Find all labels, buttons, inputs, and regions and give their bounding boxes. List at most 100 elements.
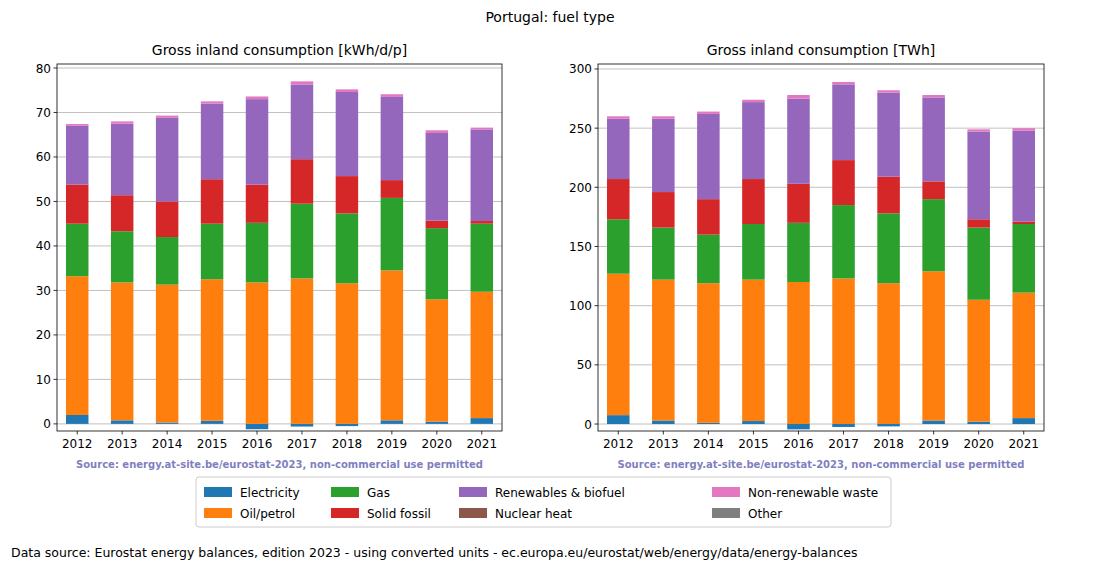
bar-segment — [787, 95, 810, 96]
bar-segment — [201, 101, 223, 102]
bar-segment — [156, 116, 178, 118]
bar-segment — [426, 299, 448, 421]
bar-segment — [742, 102, 765, 179]
bar-segment — [967, 129, 990, 130]
y-tick — [54, 156, 58, 157]
bar-segment — [336, 89, 358, 92]
x-tick — [257, 431, 258, 435]
bar-segment — [652, 228, 675, 280]
bar-segment — [471, 292, 493, 418]
legend-label: Solid fossil — [367, 507, 431, 521]
bars — [607, 82, 1035, 429]
bar-segment — [1012, 128, 1035, 130]
bar-segment — [336, 176, 358, 213]
x-tick-label: 2015 — [738, 437, 769, 451]
plot-frame — [57, 64, 502, 431]
bar-segment — [381, 270, 403, 420]
bar-segment — [201, 104, 223, 180]
y-tick-label: 250 — [569, 122, 592, 136]
bar-segment — [832, 82, 855, 84]
bar-segment — [336, 92, 358, 176]
y-tick — [54, 290, 58, 291]
y-tick-label: 100 — [569, 299, 592, 313]
bar-segment — [922, 181, 945, 199]
chart-title: Gross inland consumption [TWh] — [707, 42, 936, 58]
bar-segment — [336, 89, 358, 90]
x-tick — [301, 431, 302, 435]
bar-segment — [697, 114, 720, 199]
bar-segment — [246, 223, 268, 283]
bar-segment — [111, 420, 133, 424]
y-tick — [595, 246, 599, 247]
chart: 0102030405060708020122013201420152016201… — [36, 42, 502, 470]
bar-segment — [922, 95, 945, 96]
bar-segment — [877, 93, 900, 177]
bar-segment — [607, 415, 630, 424]
bar-segment — [471, 128, 493, 130]
x-tick-label: 2018 — [332, 437, 363, 451]
x-tick — [708, 431, 709, 435]
bar-segment — [156, 115, 178, 116]
grid-line — [57, 68, 502, 69]
bar-segment — [246, 424, 268, 429]
bar-segment — [607, 116, 630, 117]
bar-segment — [877, 213, 900, 283]
bar-segment — [291, 81, 313, 82]
bar-segment — [832, 160, 855, 205]
bar-segment — [426, 228, 448, 299]
bar-segment — [832, 81, 855, 82]
x-tick-label: 2016 — [783, 437, 814, 451]
bar-segment — [471, 418, 493, 424]
legend-swatch — [331, 487, 359, 497]
bar-segment — [922, 199, 945, 271]
x-tick — [888, 431, 889, 435]
bar-segment — [697, 111, 720, 112]
grid-line — [598, 68, 1044, 69]
bar-segment — [156, 423, 178, 424]
y-tick-label: 10 — [36, 373, 51, 387]
bar-segment — [66, 124, 88, 125]
x-tick — [346, 431, 347, 435]
bar-segment — [111, 121, 133, 123]
x-tick-label: 2014 — [693, 437, 724, 451]
y-tick — [595, 187, 599, 188]
x-tick-label: 2021 — [1008, 437, 1039, 451]
bar-segment — [426, 133, 448, 221]
bar-segment — [742, 179, 765, 224]
x-tick — [77, 431, 78, 435]
bar-segment — [787, 282, 810, 424]
bar-segment — [426, 130, 448, 133]
background — [0, 0, 1100, 572]
bar-segment — [652, 119, 675, 192]
bar-segment — [111, 121, 133, 122]
bars — [66, 81, 493, 429]
y-tick-label: 40 — [36, 239, 51, 253]
bar-segment — [652, 420, 675, 424]
x-tick-label: 2014 — [152, 437, 183, 451]
bar-segment — [471, 127, 493, 128]
plot-frame — [598, 64, 1044, 431]
bar-segment — [246, 185, 268, 223]
y-tick-label: 150 — [569, 240, 592, 254]
y-tick — [54, 201, 58, 202]
x-tick — [933, 431, 934, 435]
bar-segment — [967, 300, 990, 422]
bar-segment — [156, 201, 178, 237]
legend-label: Electricity — [240, 486, 300, 500]
bar-segment — [877, 90, 900, 91]
chart-title: Gross inland consumption [kWh/d/p] — [152, 42, 407, 58]
y-tick-label: 70 — [36, 106, 51, 120]
bar-segment — [291, 81, 313, 84]
x-tick-label: 2012 — [62, 437, 93, 451]
bar-segment — [787, 184, 810, 223]
y-tick-label: 20 — [36, 328, 51, 342]
x-tick-label: 2013 — [107, 437, 138, 451]
legend-swatch — [204, 508, 232, 518]
bar-segment — [652, 116, 675, 117]
legend-label: Gas — [367, 486, 390, 500]
bar-segment — [201, 179, 223, 223]
legend-swatch — [712, 508, 740, 518]
x-tick-label: 2013 — [648, 437, 679, 451]
x-tick — [843, 431, 844, 435]
bar-segment — [426, 130, 448, 131]
